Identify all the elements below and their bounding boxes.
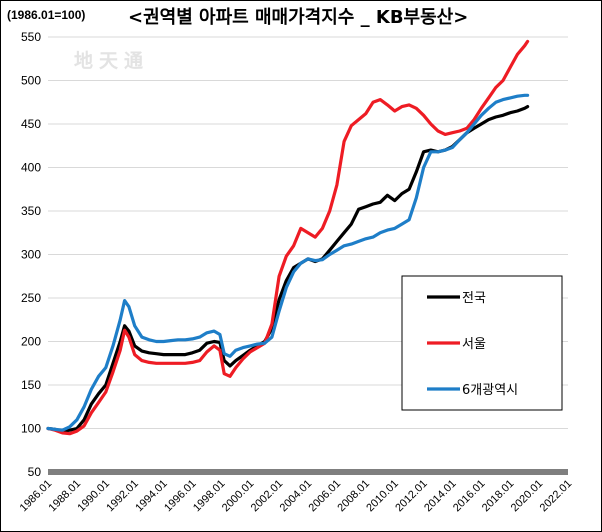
y-tick-label: 50 bbox=[28, 465, 42, 479]
index-base-note: (1986.01=100) bbox=[7, 8, 86, 22]
y-tick-label: 500 bbox=[21, 74, 41, 88]
legend-label: 6개광역시 bbox=[462, 383, 518, 398]
y-tick-label: 300 bbox=[21, 248, 41, 262]
y-tick-label: 400 bbox=[21, 161, 41, 175]
y-tick-label: 550 bbox=[21, 30, 41, 44]
y-tick-label: 200 bbox=[21, 335, 41, 349]
y-tick-label: 350 bbox=[21, 204, 41, 218]
y-tick-label: 150 bbox=[21, 378, 41, 392]
y-tick-label: 250 bbox=[21, 291, 41, 305]
y-tick-label: 450 bbox=[21, 117, 41, 131]
chart-title: <권역별 아파트 매매가격지수 _ KB부동산> bbox=[128, 7, 469, 28]
x-tick-label: 2022.01 bbox=[538, 478, 575, 515]
legend-label: 서울 bbox=[462, 337, 486, 352]
watermark-logo: 地天通 bbox=[74, 50, 150, 72]
series-line bbox=[46, 93, 530, 432]
series-line bbox=[46, 39, 530, 436]
y-tick-label: 100 bbox=[21, 422, 41, 436]
legend-label: 전국 bbox=[462, 291, 486, 306]
